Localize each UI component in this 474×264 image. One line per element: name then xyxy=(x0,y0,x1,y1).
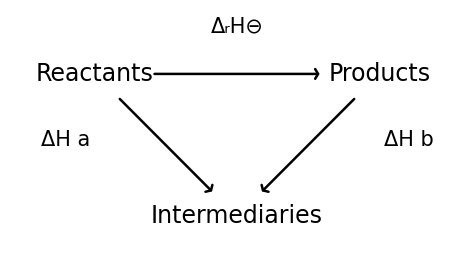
Text: ΔH b: ΔH b xyxy=(384,130,434,150)
Text: Products: Products xyxy=(328,62,430,86)
Text: Reactants: Reactants xyxy=(36,62,154,86)
Text: Intermediaries: Intermediaries xyxy=(151,205,323,228)
Text: ΔᵣH⊖: ΔᵣH⊖ xyxy=(210,16,264,36)
Text: ΔH a: ΔH a xyxy=(41,130,90,150)
